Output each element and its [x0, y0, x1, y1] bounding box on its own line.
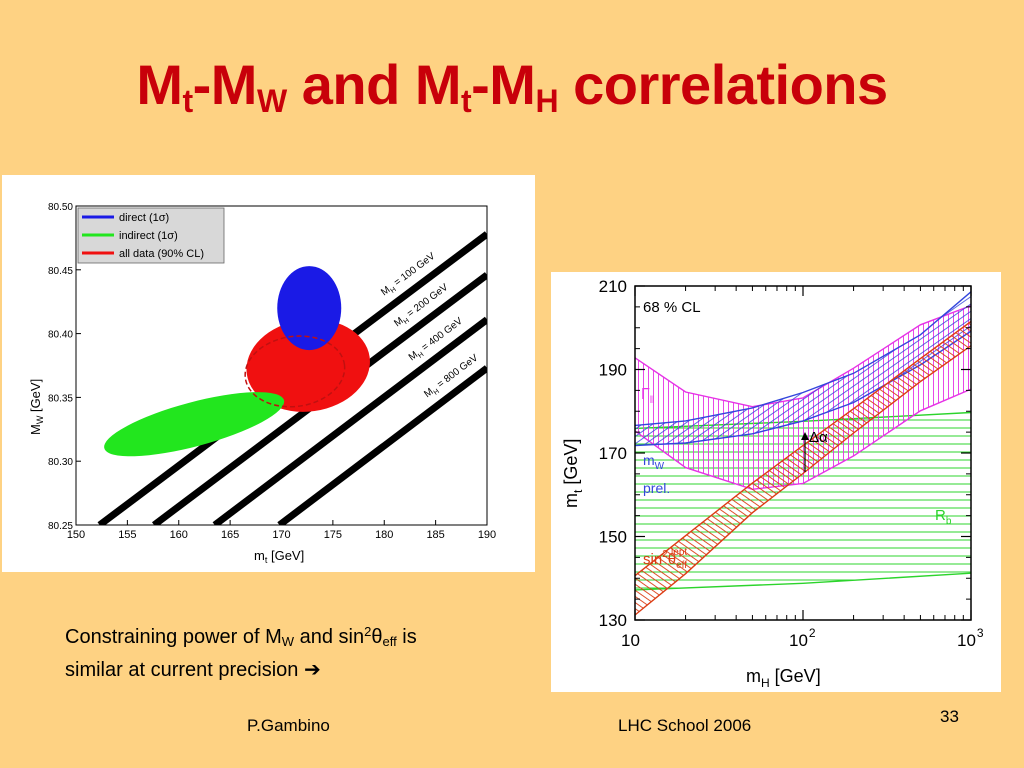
- y-tick-label: 150: [599, 528, 627, 547]
- delta-alpha-label: Δα: [809, 429, 828, 446]
- legend-label-indirect: indirect (1σ): [119, 230, 178, 242]
- x-tick-label: 175: [324, 529, 342, 541]
- footer-event: LHC School 2006: [618, 716, 752, 735]
- footer-author: P.Gambino: [247, 716, 330, 735]
- band-label-mw: mW: [643, 452, 665, 472]
- band-mw: [635, 291, 971, 446]
- y-axis-label: mt [GeV]: [561, 439, 585, 508]
- mh-line: [277, 365, 487, 525]
- caption-text: Constraining power of MW and sin2θeff is…: [65, 618, 535, 684]
- band-mw-upper-edge: [635, 291, 971, 427]
- mh-line: [212, 316, 487, 525]
- x-tick-label: 160: [170, 529, 188, 541]
- mt-mh-chart-panel: 130 150 170 190 210 10 102 103 68 % CL Γll mW p…: [551, 272, 1001, 692]
- region-alldata-dashed-outline: [244, 335, 346, 408]
- band-label-sin2theta: sin2θefflept: [643, 547, 687, 571]
- y-tick-label: 130: [599, 611, 627, 630]
- band-gamma-ll-lower-edge: [635, 388, 971, 491]
- x-tick-label: 185: [426, 529, 444, 541]
- band-sin2theta: [635, 321, 971, 615]
- region-direct: [277, 266, 342, 351]
- caption-line-1: Constraining power of MW and sin2θeff is: [65, 624, 417, 649]
- y-axis-label: MW [GeV]: [28, 379, 45, 435]
- x-tick-label: 10: [621, 631, 640, 650]
- band-sin2theta-lower-edge: [635, 345, 971, 616]
- x-tick-label: 102: [789, 626, 816, 650]
- band-rb-lower-edge: [635, 572, 971, 591]
- chart-legend: direct (1σ) indirect (1σ) all data (90% …: [77, 207, 225, 264]
- y-tick-label: 80.35: [48, 393, 73, 404]
- y-tick-label: 80.45: [48, 266, 73, 277]
- x-tick-label: 190: [478, 529, 496, 541]
- y-tick-label: 80.30: [48, 457, 73, 468]
- x-tick-label: 150: [67, 529, 85, 541]
- y-tick-label: 80.40: [48, 330, 73, 341]
- x-axis-label: mH [GeV]: [746, 666, 821, 690]
- y-tick-label: 80.25: [48, 521, 73, 532]
- mt-mh-chart: 130 150 170 190 210 10 102 103 68 % CL Γll mW p…: [561, 277, 984, 690]
- delta-alpha-arrow-head: [801, 432, 809, 440]
- right-arrow-icon: ➔: [303, 659, 321, 681]
- band-label-mw-prel: prel.: [643, 480, 670, 496]
- x-tick-label: 155: [118, 529, 136, 541]
- x-tick-label: 170: [272, 529, 290, 541]
- x-tick-label: 165: [221, 529, 239, 541]
- mt-mw-chart: 150 155 160 165 170 175 180 185 190 80.25 80.30 80.…: [28, 202, 496, 565]
- y-tick-label: 170: [599, 444, 627, 463]
- x-tick-label: 103: [957, 626, 984, 650]
- region-indirect: [104, 392, 285, 457]
- slide-title: Mt-MW and Mt-MH correlations: [136, 53, 888, 119]
- region-alldata: [246, 319, 370, 412]
- band-sin2theta-upper-edge: [635, 320, 971, 577]
- y-tick-label: 210: [599, 277, 627, 296]
- cl-annotation: 68 % CL: [643, 299, 701, 316]
- band-label-rb: Rb: [935, 507, 952, 527]
- band-gamma-ll: [635, 305, 971, 490]
- caption-line-2: similar at current precision ➔: [65, 659, 321, 681]
- legend-label-alldata: all data (90% CL): [119, 248, 204, 260]
- y-tick-label: 190: [599, 361, 627, 380]
- legend-label-direct: direct (1σ): [119, 212, 169, 224]
- x-axis-label: mt [GeV]: [254, 548, 304, 565]
- x-tick-label: 180: [375, 529, 393, 541]
- y-tick-label: 80.50: [48, 202, 73, 213]
- mt-mw-chart-panel: 150 155 160 165 170 175 180 185 190 80.25 80.30 80.…: [2, 175, 535, 572]
- band-label-gamma-ll: Γll: [641, 386, 654, 406]
- page-number: 33: [940, 707, 959, 726]
